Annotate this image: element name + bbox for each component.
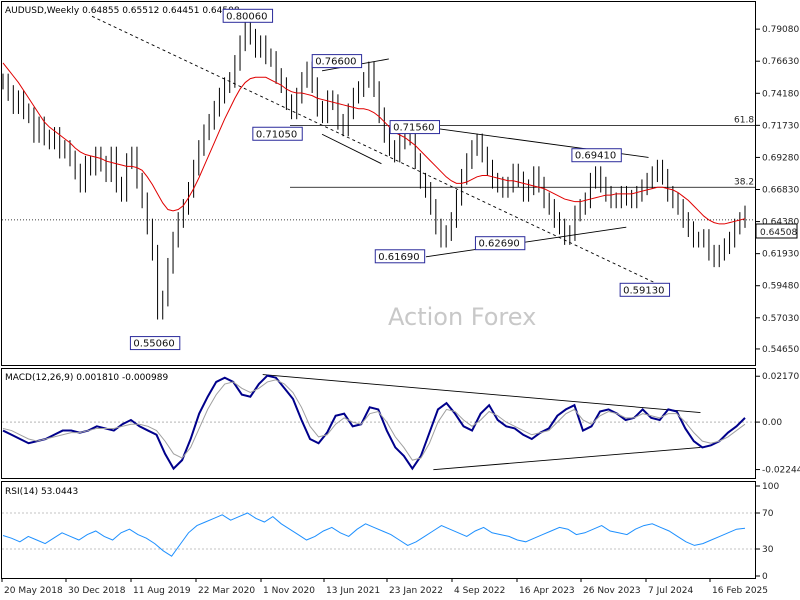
price-annotations: 0.80060 0.76600 0.71050 0.71560 0.69410 0.616… [129, 8, 671, 351]
macd-trendlines [262, 374, 701, 471]
macd-trendline [262, 374, 701, 414]
x-tick-label: 20 May 2018 [4, 586, 63, 596]
x-tick-label: 11 Aug 2019 [133, 586, 191, 596]
macd-y-axis: 0.021701 0.00 -0.022445 [756, 372, 800, 476]
price-annotation-box [389, 120, 441, 135]
price-annotation-label: 0.59130 [623, 285, 664, 296]
price-y-tick-label: 0.74180 [762, 89, 799, 99]
price-y-tick-label: 0.54650 [762, 345, 799, 355]
x-axis: 20 May 2018 30 Dec 2018 11 Aug 2019 22 Mar … [1, 578, 768, 596]
rsi-y-axis: 100 70 30 0 [756, 482, 779, 582]
price-annotation-label: 0.71050 [256, 129, 297, 140]
x-tick-label: 23 Jan 2022 [389, 586, 443, 596]
price-y-tick-label: 0.79080 [762, 25, 799, 35]
macd-series-line [2, 374, 746, 471]
current-price-tag: 0.64508 [755, 223, 798, 239]
price-annotation-label: 0.55060 [133, 339, 174, 350]
price-horizontal-lines: 61.8 38.2 [2, 115, 755, 221]
price-hline-label: 38.2 [734, 177, 754, 187]
rsi-series-line [2, 512, 746, 557]
price-annotation-label: 0.61690 [378, 252, 419, 263]
price-annotation-box [311, 54, 363, 69]
x-tick-label: 16 Apr 2023 [519, 586, 575, 596]
price-annotation-label: 0.69410 [575, 151, 616, 162]
current-price-box [755, 223, 798, 239]
price-trendline [91, 15, 671, 291]
price-y-tick-label: 0.71730 [762, 121, 799, 131]
price-y-tick-label: 0.57030 [762, 314, 799, 324]
price-trendline [425, 226, 627, 258]
rsi-title: RSI(14) 53.0443 [5, 487, 78, 497]
macd-trendline [433, 447, 701, 471]
rsi-panel: RSI(14) 53.0443 100 70 30 0 [1, 481, 779, 582]
rsi-y-tick-label: 70 [762, 509, 774, 519]
rsi-y-tick-label: 30 [762, 545, 774, 555]
price-annotation-label: 0.80060 [226, 11, 267, 22]
rsi-series [2, 512, 755, 557]
price-y-tick-label: 0.76630 [762, 57, 799, 67]
x-tick-label: 16 Feb 2025 [712, 586, 768, 596]
price-trendline [321, 133, 382, 165]
price-annotation-box [374, 249, 426, 264]
price-annotation-label: 0.71560 [393, 123, 434, 134]
price-hline-label: 61.8 [734, 115, 754, 125]
macd-y-tick-label: 0.00 [762, 418, 782, 428]
price-header: AUDUSD,Weekly 0.64855 0.65512 0.64451 0.… [5, 6, 240, 16]
x-tick-label: 1 Nov 2020 [263, 586, 315, 596]
macd-panel: MACD(12,26,9) 0.001810 -0.000989 0.02170… [1, 368, 800, 479]
price-annotation-box [222, 8, 274, 23]
rsi-y-tick-label: 100 [762, 482, 779, 492]
price-panel: AUDUSD,Weekly 0.64855 0.65512 0.64451 0.… [1, 1, 799, 366]
macd-series-line [2, 379, 746, 461]
x-tick-label: 13 Jun 2021 [326, 586, 380, 596]
macd-series [2, 374, 755, 471]
macd-title: MACD(12,26,9) 0.001810 -0.000989 [5, 373, 168, 383]
price-y-tick-label: 0.64380 [762, 218, 799, 228]
macd-y-tick-label: 0.021701 [762, 372, 800, 382]
watermark: Action Forex [388, 303, 536, 331]
price-y-tick-label: 0.59480 [762, 282, 799, 292]
price-annotation-box [571, 148, 622, 163]
price-annotation-label: 0.62690 [478, 239, 519, 250]
price-annotation-box [619, 282, 671, 297]
price-annotation-box [474, 236, 526, 251]
price-y-tick-label: 0.66830 [762, 185, 799, 195]
macd-y-tick-label: -0.022445 [762, 466, 800, 476]
moving-average [2, 62, 746, 225]
price-y-tick-label: 0.61930 [762, 250, 799, 260]
price-y-tick-label: 0.69280 [762, 153, 799, 163]
moving-average-line [2, 62, 746, 225]
price-annotation-box [252, 126, 303, 141]
price-bars [2, 22, 746, 320]
price-y-axis: 0.79080 0.76630 0.74180 0.71730 0.69280 0.668… [756, 25, 799, 355]
rsi-panel-frame [1, 481, 756, 579]
x-tick-label: 4 Sep 2022 [454, 586, 505, 596]
current-price-label: 0.64508 [760, 228, 797, 238]
macd-panel-frame [1, 368, 756, 479]
rsi-y-tick-label: 0 [762, 572, 768, 582]
price-annotation-box [129, 336, 181, 351]
x-tick-label: 22 Mar 2020 [198, 586, 255, 596]
price-annotation-label: 0.76600 [315, 57, 356, 68]
x-tick-label: 30 Dec 2018 [68, 586, 126, 596]
x-tick-label: 26 Nov 2023 [583, 586, 641, 596]
x-tick-label: 7 Jul 2024 [648, 586, 693, 596]
